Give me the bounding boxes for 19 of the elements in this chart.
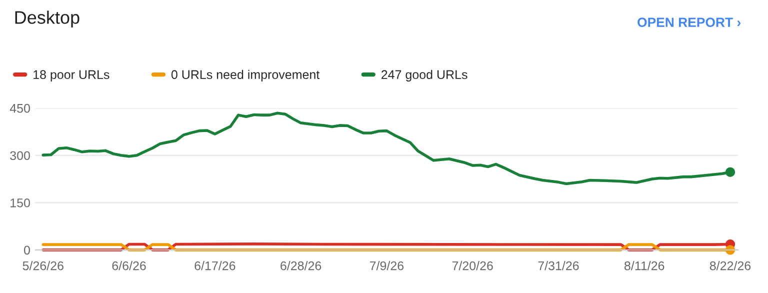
y-tick-label: 150 — [10, 198, 30, 208]
legend-label: 18 poor URLs — [34, 70, 110, 82]
x-tick-label: 6/17/26 — [194, 261, 236, 270]
text: OPEN REPORT › — [638, 18, 741, 27]
x-tick-label: 7/31/26 — [538, 261, 579, 270]
y-tick-label: 0 — [24, 246, 30, 255]
x-tick-label: 8/22/26 — [710, 261, 751, 270]
x-tick-label: 7/9/26 — [370, 261, 404, 270]
legend-label: 0 URLs need improvement — [171, 70, 320, 82]
point — [725, 167, 736, 177]
y-tick-label: 450 — [10, 104, 30, 113]
y-tick-label: 300 — [10, 151, 30, 160]
x-tick-label: 6/6/26 — [112, 261, 146, 270]
legend-label: 247 good URLs — [382, 70, 468, 82]
x-tick-label: 5/26/26 — [22, 261, 64, 270]
x-tick-label: 7/20/26 — [452, 261, 493, 270]
chart-title: Desktop — [15, 10, 80, 28]
x-tick-label: 8/11/26 — [624, 261, 664, 270]
x-tick-label: 6/28/26 — [280, 261, 322, 270]
